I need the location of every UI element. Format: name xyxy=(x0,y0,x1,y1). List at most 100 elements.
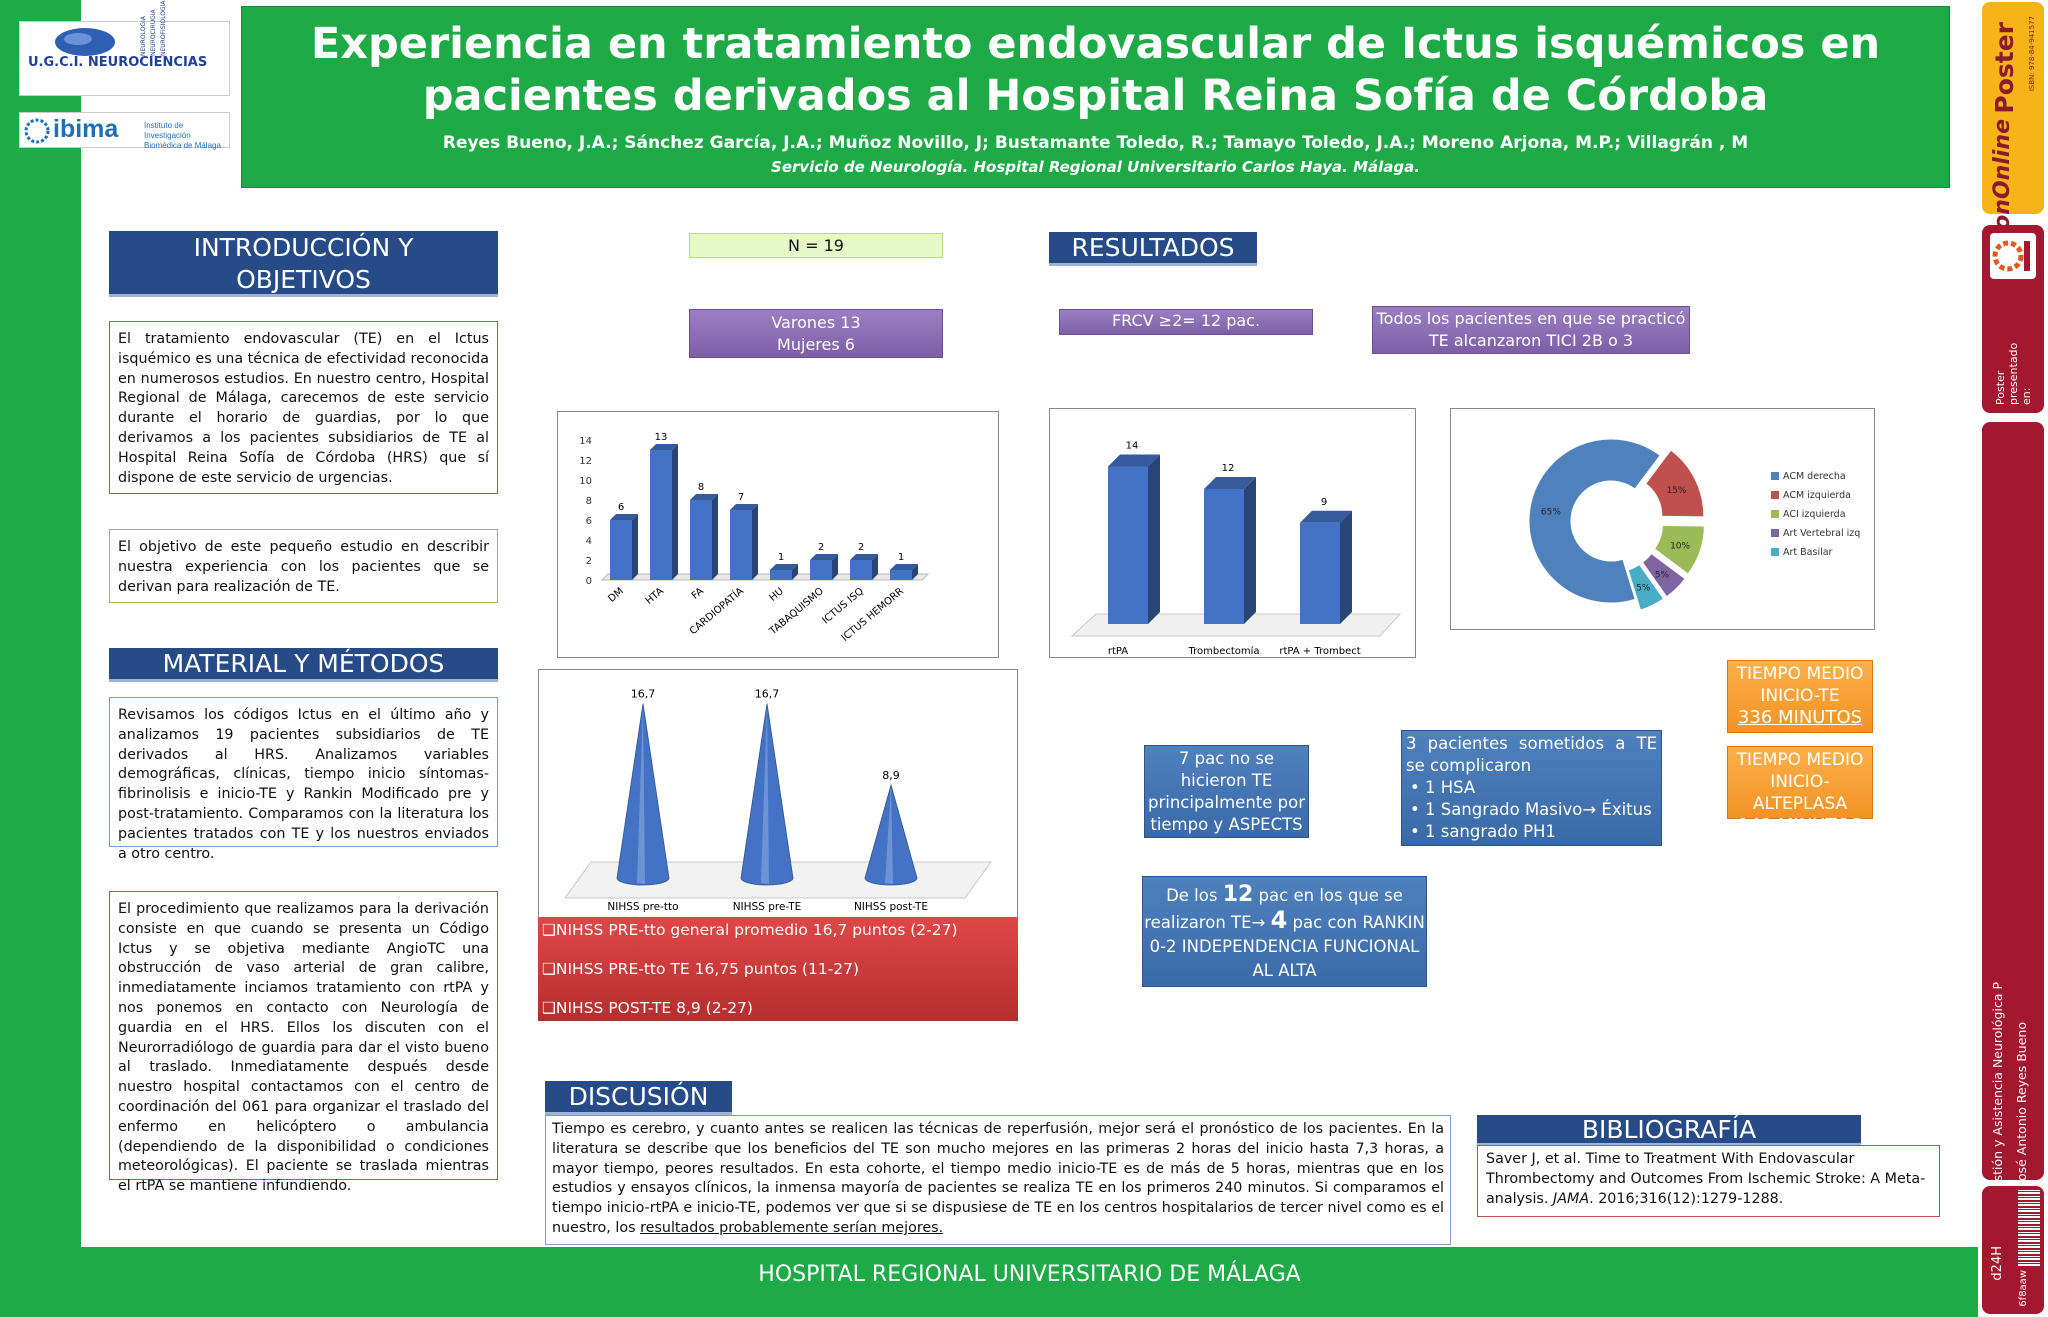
y-tick-2: 4 xyxy=(586,536,592,547)
bar-7-top xyxy=(890,564,918,570)
legend-label-3: Art Vertebral izq xyxy=(1783,528,1860,539)
y-tick-4: 8 xyxy=(586,496,592,507)
rankin-text-a: De los xyxy=(1166,886,1223,905)
nihss-summary-panel: ❑NIHSS PRE-tto general promedio 16,7 pun… xyxy=(538,917,1018,1021)
bar-6 xyxy=(850,560,872,580)
bar-3 xyxy=(730,510,752,580)
nihss-item-3: ❑NIHSS POST-TE 8,9 (2-27) xyxy=(542,999,753,1017)
legend-swatch-3 xyxy=(1771,529,1779,537)
authors: Reyes Bueno, J.A.; Sánchez García, J.A.;… xyxy=(442,133,1749,153)
risk-factors-chart: 0 2 4 6 8 10 12 14 6 DM 13 HTA 8 FA 7 CARDIOPATÍA 1 HU 2 TA… xyxy=(557,411,999,658)
bar-2 xyxy=(690,500,712,580)
ibima-logo-text: ibima xyxy=(53,115,119,143)
occlusion-site-chart-svg: 65% 15% 10% 5% 5% ACM derecha ACM izquierda ACI… xyxy=(1528,438,1860,611)
slice-1 xyxy=(1645,449,1705,518)
bar-label-4: 1 xyxy=(778,552,784,563)
complication-text-2: 1 Sangrado Masivo→ Éxitus xyxy=(1424,800,1652,819)
sample-size-box: N = 19 xyxy=(689,233,943,258)
rankin-box: De los 12 pac en los que se realizaron T… xyxy=(1142,876,1427,987)
bar-label-0: 6 xyxy=(618,502,624,513)
discussion-heading: DISCUSIÓN xyxy=(545,1081,732,1115)
bar-7-side xyxy=(912,564,918,580)
nihss-item-2: ❑NIHSS PRE-tto TE 16,75 puntos (11-27) xyxy=(542,960,860,978)
nihss-chart-svg: 16,7 NIHSS pre-tto 16,7 NIHSS pre-TE 8,9 NIHS… xyxy=(564,688,992,913)
category-label-1: NIHSS pre-TE xyxy=(733,901,802,913)
y-tick-5: 10 xyxy=(579,476,592,487)
ibima-logo: ibima Instituto de Investigación Biomédi… xyxy=(19,112,230,150)
presented-at-label: Poster presentado en: xyxy=(1994,333,2034,405)
presented-at-panel: Poster presentado en: xyxy=(1982,225,2044,413)
tici-box: Todos los pacientes en que se practicó T… xyxy=(1372,306,1690,354)
bar-0-side xyxy=(632,514,638,580)
rankin-text-c: pac con RANKIN 0-2 INDEPENDENCIA FUNCION… xyxy=(1149,913,1425,980)
intro-heading-line-2: OBJETIVOS xyxy=(236,265,371,294)
poster-code: d24H xyxy=(1990,1246,2005,1308)
poster-code-2-text: 6f8aaw xyxy=(2018,1270,2029,1307)
occlusion-site-chart: 65% 15% 10% 5% 5% ACM derecha ACM izquierda ACI… xyxy=(1450,408,1875,630)
onset-te-time-box: TIEMPO MEDIO INICIO-TE 336 MINUTOS xyxy=(1727,660,1873,733)
frcv-box: FRCV ≥2= 12 pac. xyxy=(1059,309,1313,335)
females-count: Mujeres 6 xyxy=(777,335,855,354)
category-label-2: rtPA + Trombect xyxy=(1279,646,1360,657)
bar-label-2: 9 xyxy=(1321,497,1327,508)
bar-2 xyxy=(1300,522,1340,624)
category-label-2: FA xyxy=(690,586,706,602)
methods-paragraph: Revisamos los códigos Ictus en el último… xyxy=(109,697,498,862)
bar-5-side xyxy=(832,554,838,580)
bar-1-side xyxy=(1244,477,1256,624)
category-label-4: HU xyxy=(767,586,785,604)
complication-item-2: • 1 Sangrado Masivo→ Éxitus xyxy=(1410,800,1652,819)
category-label-0: DM xyxy=(606,586,626,605)
reference-text: Saver J, et al. Time to Treatment With E… xyxy=(1486,1151,1926,1207)
bar-label-1: 12 xyxy=(1222,463,1235,474)
poster-code-panel: d24H 6f8aaw xyxy=(1982,1186,2044,1314)
category-label-1: HTA xyxy=(644,586,666,607)
presenter-name: José Antonio Reyes Bueno xyxy=(2014,1022,2029,1185)
bar-0 xyxy=(610,520,632,580)
title-banner xyxy=(241,6,1950,188)
bar-label-5: 2 xyxy=(818,542,824,553)
legend-label-4: Art Basilar xyxy=(1783,547,1833,558)
ibima-dots-icon xyxy=(24,118,50,144)
bar-5 xyxy=(810,560,832,580)
slice-label-2: 10% xyxy=(1670,542,1690,552)
complication-text-3: 1 sangrado PH1 xyxy=(1424,822,1556,841)
congress-name: Gestión y Asistencia Neurológica P xyxy=(1990,982,2005,1199)
footer-hospital-name: HOSPITAL REGIONAL UNIVERSITARIO DE MÁLAG… xyxy=(758,1262,1301,1287)
cone-label-1: 16,7 xyxy=(755,688,780,701)
legend-label-2: ACI izquierda xyxy=(1783,509,1846,520)
bar-0 xyxy=(1108,466,1148,624)
bar-2-top xyxy=(690,494,718,500)
poster-code-2: 6f8aaw xyxy=(2018,1270,2029,1310)
poster-code-text: d24H xyxy=(1990,1246,2005,1281)
bar-7 xyxy=(890,570,912,580)
slice-label-0: 65% xyxy=(1541,508,1561,518)
y-tick-7: 14 xyxy=(579,436,592,447)
complications-title: 3 pacientes sometidos a TE se complicaro… xyxy=(1406,734,1657,775)
y-tick-3: 6 xyxy=(586,516,592,527)
bar-4-top xyxy=(770,564,798,570)
onset-te-value: 336 MINUTOS xyxy=(1737,707,1863,728)
discussion-paragraph: Tiempo es cerebro, y cuanto antes se rea… xyxy=(545,1115,1451,1245)
ugci-logo: U.G.C.I. NEUROCIENCIAS NEUROLOGÍA NEUROC… xyxy=(19,1,230,96)
risk-factors-chart-svg: 024681012146DM13HTA8FA7CARDIOPATÍA1HU2TA… xyxy=(579,432,930,644)
bar-label-3: 7 xyxy=(738,492,744,503)
slice-4 xyxy=(1627,563,1665,611)
ugci-sub-1: NEUROLOGÍA xyxy=(140,16,147,56)
bar-2-top xyxy=(1300,510,1352,523)
congress-info-panel: Gestión y Asistencia Neurológica P José … xyxy=(1982,422,2044,1199)
category-label-0: rtPA xyxy=(1108,646,1128,657)
y-tick-0: 0 xyxy=(586,576,592,587)
results-heading: RESULTADOS xyxy=(1049,232,1257,266)
ibima-sub-1: Instituto de Investigación xyxy=(144,121,191,140)
rankin-treated-count: 12 xyxy=(1222,882,1254,907)
brand-isbn: ISBN: 978-84-941577 xyxy=(2028,16,2036,91)
slice-label-4: 5% xyxy=(1636,584,1651,594)
bar-0-top xyxy=(1108,454,1160,467)
cone-highlight-0 xyxy=(637,703,645,884)
objective-paragraph: El objetivo de este pequeño estudio en d… xyxy=(109,529,498,603)
onset-alteplase-time-box: TIEMPO MEDIO INICIO-ALTEPLASA 142 MINUTO… xyxy=(1727,746,1873,836)
bar-0-top xyxy=(610,514,638,520)
bar-1 xyxy=(1204,489,1244,624)
slice-2 xyxy=(1653,524,1705,575)
